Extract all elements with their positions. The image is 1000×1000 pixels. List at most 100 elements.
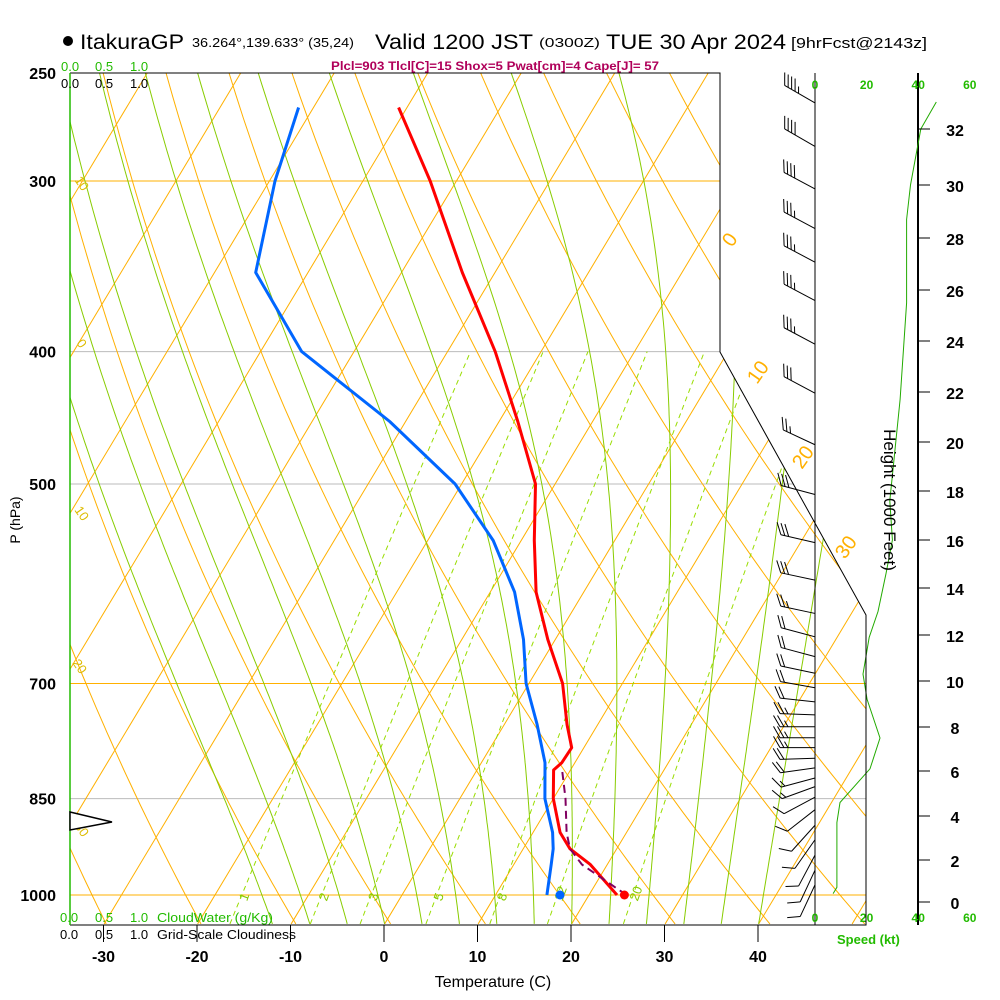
barb-shaft — [783, 327, 816, 345]
barb-shaft — [787, 809, 816, 832]
left-line-label: 20 — [70, 656, 91, 676]
barb-shaft — [783, 796, 816, 815]
isotherm-line — [70, 73, 350, 925]
barb-feather — [776, 522, 782, 535]
barb-half-feather — [784, 741, 789, 748]
wind-barb — [783, 232, 816, 263]
wind-barb — [777, 472, 816, 496]
speed-tick-label-top: 0 — [812, 78, 819, 92]
speed-tick-label: 0 — [812, 911, 819, 925]
parcel-line — [561, 769, 627, 896]
cloudwater-tick-2: 1.0 — [130, 910, 148, 925]
wind-barb — [783, 363, 816, 394]
wind-barb — [787, 884, 816, 919]
moist-adiabat-line — [70, 73, 311, 925]
mixing-ratio-line — [425, 351, 648, 925]
mixing-ratio-label: 8 — [494, 891, 511, 903]
barb-shaft — [780, 605, 816, 614]
wind-barb — [773, 701, 816, 716]
pressure-tick-label: 1000 — [20, 888, 56, 905]
cloudiness-tick-1: 0.5 — [95, 927, 113, 942]
isotherm-line — [664, 73, 866, 925]
cloudiness-tick-0: 0.0 — [60, 927, 78, 942]
height-tick-label: 12 — [946, 629, 964, 646]
barb-half-feather — [779, 780, 786, 787]
isotherm-line — [477, 73, 866, 925]
barb-shaft — [794, 839, 816, 869]
wind-speed-profile — [832, 101, 937, 894]
isotherm-line — [758, 73, 866, 925]
isotherm-label: 0 — [718, 229, 742, 251]
height-tick-label: 10 — [946, 675, 964, 692]
barb-feather — [784, 523, 790, 537]
barb-feather — [787, 901, 801, 904]
left-line-label: 10 — [72, 503, 93, 523]
utc-time: (0300Z) — [539, 35, 600, 50]
wind-barb — [776, 522, 816, 544]
mixing-ratio-label: 20 — [626, 884, 645, 903]
barb-feather — [777, 701, 785, 714]
barb-feather — [776, 747, 785, 760]
barb-shaft — [780, 767, 816, 774]
barb-feather — [781, 616, 786, 629]
cloudwater-tick-top-2: 1.0 — [130, 59, 148, 74]
barb-shaft — [783, 245, 816, 263]
moist-adiabat-line — [93, 73, 386, 925]
barb-shaft — [781, 786, 816, 800]
barb-half-feather — [784, 731, 789, 738]
pressure-tick-label: 700 — [29, 676, 56, 693]
isotherm-line — [70, 73, 537, 925]
barb-feather — [787, 916, 801, 919]
barb-shaft — [781, 777, 816, 788]
barb-feather — [784, 561, 790, 575]
cloudiness-tick-2: 1.0 — [130, 927, 148, 942]
dry-adiabat-line — [70, 73, 202, 925]
barb-feather — [777, 634, 782, 648]
left-line-label: 10 — [72, 173, 93, 193]
cloudiness-label: Grid-Scale Cloudiness — [157, 927, 297, 942]
barb-shaft — [780, 534, 816, 544]
barb-feather — [777, 736, 785, 748]
station-name: ItakuraGP — [80, 31, 184, 54]
moist-adiabat-line — [758, 73, 866, 924]
barb-feather — [776, 593, 782, 607]
moist-adiabat-line — [611, 73, 672, 924]
wind-barb — [771, 786, 816, 800]
pressure-tick-label: 300 — [29, 174, 56, 191]
barb-feather — [778, 686, 785, 699]
height-tick-label: 16 — [946, 534, 964, 551]
height-tick-label: 28 — [946, 232, 964, 249]
station-dot-icon — [63, 36, 73, 46]
cloudwater-tick-0: 0.0 — [60, 910, 78, 925]
valid-time: Valid 1200 JST — [375, 31, 533, 54]
temperature-tick-label: 10 — [469, 949, 487, 966]
barb-feather — [777, 615, 782, 628]
barb-feather — [773, 726, 781, 738]
barb-half-feather — [785, 600, 790, 608]
height-tick-label: 2 — [951, 854, 960, 871]
surface-dewpoint-point — [555, 890, 565, 900]
station-coords: 36.264°,139.633° (35,24) — [192, 35, 354, 50]
barb-feather — [772, 806, 785, 815]
wind-barb — [775, 669, 816, 689]
wind-barbs — [771, 72, 816, 919]
mixing-ratio-label: 1 — [236, 891, 253, 903]
barb-shaft — [780, 572, 816, 581]
barb-feather — [780, 594, 786, 608]
wind-barb — [771, 777, 816, 788]
barb-feather — [775, 669, 782, 682]
moist-adiabat-line — [720, 73, 818, 924]
cloudiness-tick-top-0: 0.0 — [61, 76, 79, 91]
cloudiness-tick-top-1: 0.5 — [95, 76, 113, 91]
wind-barb — [777, 634, 816, 658]
moist-adiabat-line — [320, 73, 535, 924]
temperature-tick-label: 20 — [562, 949, 580, 966]
dry-adiabat-line — [532, 73, 866, 925]
speed-axis-title: Speed (kt) — [837, 932, 900, 947]
temperature-tick-label: -30 — [92, 949, 115, 966]
isotherm-line — [70, 73, 256, 925]
barb-feather — [776, 560, 782, 573]
wind-barb — [783, 199, 816, 229]
pressure-tick-label: 400 — [29, 345, 56, 362]
barb-feather — [781, 416, 784, 430]
